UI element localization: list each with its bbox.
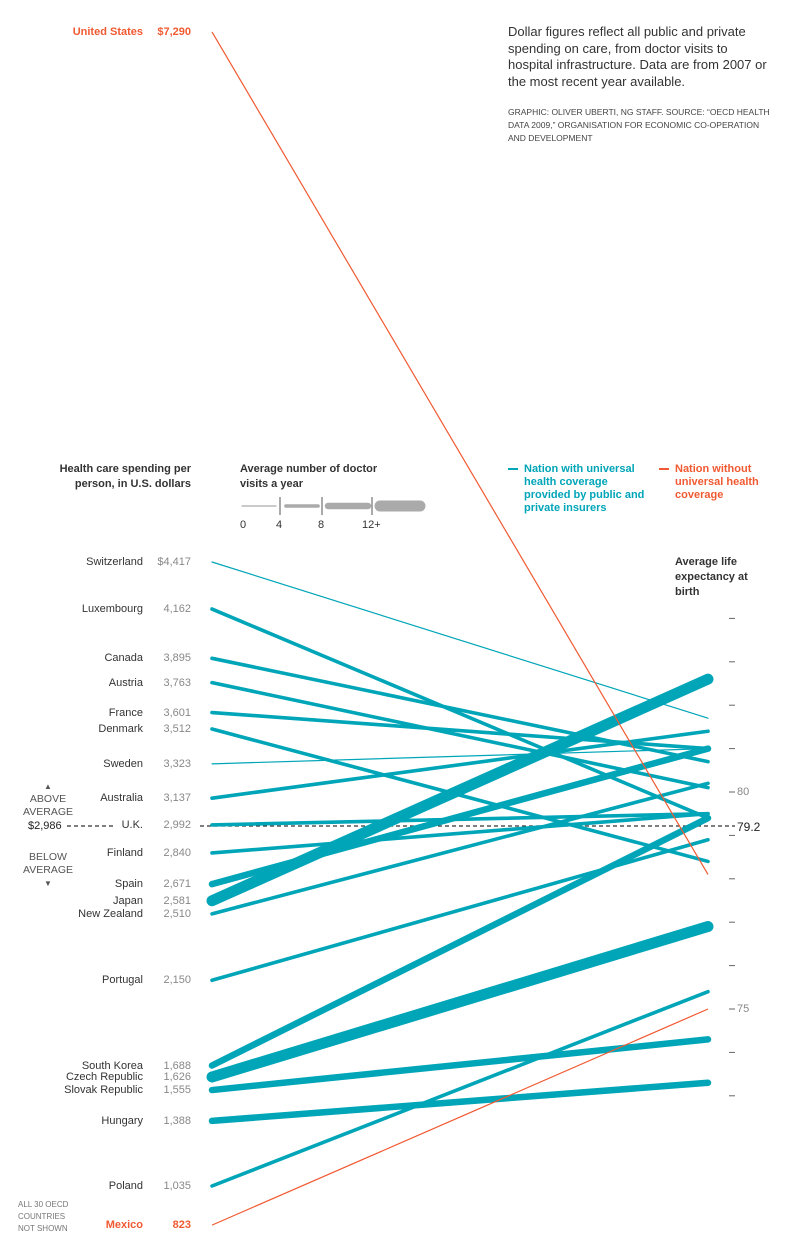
average-spending-label: $2,986 <box>28 820 62 832</box>
spending-value: 3,323 <box>163 757 191 770</box>
country-label: Mexico <box>105 1219 143 1232</box>
country-label: Australia <box>100 792 143 805</box>
line-luxembourg <box>210 607 710 820</box>
country-label: Japan <box>113 894 143 907</box>
source-credit: GRAPHIC: OLIVER UBERTI, NG STAFF. SOURCE… <box>508 107 770 143</box>
country-label: South Korea <box>81 1059 143 1072</box>
line-hungary <box>208 1079 712 1125</box>
line-portugal <box>210 837 710 983</box>
spending-value: 3,895 <box>163 652 191 665</box>
line-south-korea <box>208 814 712 1069</box>
width-legend-tick: 0 <box>240 519 247 531</box>
spending-value: 2,840 <box>163 846 191 859</box>
spending-value: 1,388 <box>163 1114 191 1127</box>
line-australia <box>210 729 710 800</box>
down-triangle-icon: ▼ <box>44 879 52 888</box>
line-japan <box>206 673 714 907</box>
line-united-states <box>211 31 709 875</box>
width-legend-tick: 4 <box>276 519 283 531</box>
line-new-zealand <box>210 781 710 916</box>
country-label: Czech Republic <box>65 1070 143 1083</box>
line-sweden <box>211 747 709 765</box>
right-tick-label: 80 <box>737 786 750 798</box>
left-axis-label: Health care spending per person, in U.S.… <box>59 463 191 490</box>
spending-value: 3,137 <box>163 792 191 805</box>
country-label: Austria <box>108 676 143 689</box>
above-average-text: ABOVE AVERAGE <box>23 793 73 818</box>
below-average-label: BELOW AVERAGE ▼ <box>13 851 83 890</box>
country-label: Luxembourg <box>81 603 143 616</box>
country-label: New Zealand <box>78 907 143 920</box>
right-tick-label: 75 <box>737 1003 750 1015</box>
line-czech-republic <box>206 921 714 1083</box>
line-slovak-republic <box>208 1036 712 1094</box>
spending-value: 4,162 <box>163 603 191 616</box>
spending-value: 2,510 <box>163 907 191 920</box>
spending-value: 3,512 <box>163 722 191 735</box>
spending-value: $7,290 <box>157 25 191 38</box>
line-finland <box>210 811 710 855</box>
country-label: Finland <box>106 846 143 859</box>
spending-value: 2,150 <box>163 974 191 987</box>
line-poland <box>210 989 710 1188</box>
spending-value: 3,601 <box>163 706 191 719</box>
country-label: Sweden <box>103 757 143 770</box>
spending-value: 1,688 <box>163 1059 191 1072</box>
right-axis-label: Average life expectancy at birth <box>675 556 748 598</box>
spending-value: 2,671 <box>163 878 191 891</box>
country-label: France <box>108 706 143 719</box>
width-legend-tick: 12+ <box>362 519 381 531</box>
line-mexico <box>211 1008 709 1226</box>
legend-non-universal: Nation without universal health coverage <box>675 463 759 501</box>
country-label: Poland <box>108 1180 143 1192</box>
average-life-expectancy-label: 79.2 <box>737 820 761 834</box>
width-legend-title: Average number of doctor visits a year <box>240 463 378 490</box>
country-label: Hungary <box>101 1114 143 1127</box>
country-label: Denmark <box>98 722 143 735</box>
spending-value: 1,626 <box>163 1070 191 1083</box>
country-label: Switzerland <box>86 556 143 568</box>
below-average-text: BELOW AVERAGE <box>23 851 73 876</box>
spending-value: 1,035 <box>163 1180 191 1192</box>
country-label: U.K. <box>121 818 143 831</box>
above-average-label: ▲ ABOVE AVERAGE <box>13 780 83 819</box>
spending-value: 2,992 <box>163 818 191 831</box>
width-legend-tick: 8 <box>318 519 325 531</box>
spending-value: 2,581 <box>163 894 191 907</box>
footnote: ALL 30 OECD COUNTRIES NOT SHOWN <box>18 1200 69 1233</box>
country-label: Canada <box>104 652 143 665</box>
line-switzerland <box>211 561 709 719</box>
spending-value: 3,763 <box>163 676 191 689</box>
spending-value: 823 <box>172 1219 191 1232</box>
country-label: United States <box>72 25 143 38</box>
up-triangle-icon: ▲ <box>44 782 52 791</box>
explanatory-note: Dollar figures reflect all public and pr… <box>508 24 767 89</box>
line-canada <box>210 656 710 764</box>
country-label: Portugal <box>102 974 143 987</box>
country-label: Spain <box>114 878 143 891</box>
legend-universal: Nation with universal health coverage pr… <box>524 463 645 514</box>
spending-value: $4,417 <box>157 556 191 568</box>
country-label: Slovak Republic <box>64 1084 143 1097</box>
spending-value: 1,555 <box>163 1084 191 1097</box>
